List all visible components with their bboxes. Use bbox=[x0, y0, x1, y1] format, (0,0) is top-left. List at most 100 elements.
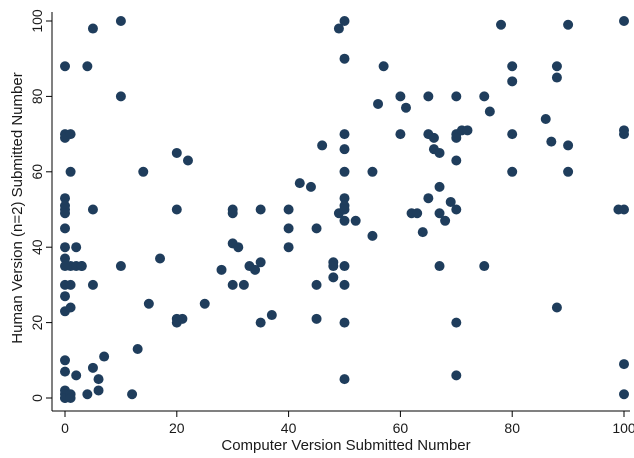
data-point bbox=[350, 215, 361, 226]
x-tick-label: 40 bbox=[281, 420, 297, 436]
data-point bbox=[423, 91, 434, 102]
y-tick-label: 20 bbox=[29, 315, 45, 331]
data-point bbox=[378, 61, 389, 72]
data-point bbox=[82, 61, 93, 72]
data-point bbox=[87, 23, 98, 34]
data-point bbox=[311, 313, 322, 324]
data-point bbox=[65, 166, 76, 177]
data-point bbox=[60, 61, 70, 72]
x-tick-label: 20 bbox=[169, 420, 185, 436]
data-point bbox=[60, 193, 70, 204]
data-point bbox=[99, 351, 110, 362]
data-point bbox=[417, 227, 428, 238]
data-point bbox=[283, 223, 294, 234]
data-point bbox=[479, 91, 490, 102]
data-point bbox=[507, 61, 518, 72]
data-point bbox=[87, 362, 98, 373]
data-point bbox=[138, 166, 149, 177]
axes: 0 20 40 60 80 100 0 20 40 60 80 100 bbox=[29, 9, 634, 436]
data-point bbox=[177, 313, 188, 324]
data-point bbox=[339, 166, 350, 177]
data-point bbox=[227, 208, 238, 219]
y-tick-label: 0 bbox=[29, 394, 45, 402]
data-point bbox=[540, 114, 551, 125]
data-point bbox=[451, 204, 462, 215]
y-tick-label: 100 bbox=[29, 9, 45, 33]
data-point bbox=[333, 23, 344, 34]
data-point bbox=[233, 242, 244, 253]
data-point bbox=[143, 298, 154, 309]
data-point bbox=[65, 279, 76, 290]
data-point bbox=[216, 264, 227, 275]
data-point bbox=[400, 102, 411, 113]
data-point bbox=[311, 223, 322, 234]
data-point bbox=[451, 155, 462, 166]
data-point bbox=[507, 129, 518, 140]
data-point bbox=[339, 16, 350, 26]
data-point bbox=[60, 355, 70, 366]
data-point bbox=[283, 204, 294, 215]
data-point bbox=[496, 19, 507, 30]
data-point bbox=[339, 215, 350, 226]
data-point bbox=[60, 242, 70, 253]
data-point bbox=[238, 279, 249, 290]
data-point bbox=[479, 261, 490, 272]
data-point bbox=[428, 132, 439, 143]
data-point bbox=[546, 136, 557, 147]
data-point bbox=[434, 147, 445, 158]
data-point bbox=[395, 91, 406, 102]
data-point bbox=[434, 261, 445, 272]
data-point bbox=[367, 166, 378, 177]
data-point bbox=[71, 370, 82, 381]
data-point bbox=[339, 53, 350, 64]
data-point bbox=[434, 181, 445, 192]
data-point bbox=[484, 106, 495, 117]
data-point bbox=[563, 166, 574, 177]
data-point bbox=[199, 298, 210, 309]
data-point bbox=[60, 291, 70, 302]
data-point bbox=[266, 310, 277, 321]
data-point bbox=[367, 230, 378, 241]
data-point bbox=[82, 389, 93, 400]
data-point bbox=[71, 242, 82, 253]
data-point bbox=[60, 223, 70, 234]
x-axis-title: Computer Version Submitted Number bbox=[221, 437, 470, 454]
data-point bbox=[451, 317, 462, 328]
data-point bbox=[155, 253, 166, 264]
data-point bbox=[462, 125, 473, 136]
data-point bbox=[551, 61, 562, 72]
data-point bbox=[451, 370, 462, 381]
data-point bbox=[115, 261, 126, 272]
data-point bbox=[339, 144, 350, 155]
data-point bbox=[65, 302, 76, 313]
data-point bbox=[507, 76, 518, 87]
data-point bbox=[65, 129, 76, 140]
data-point bbox=[619, 129, 629, 140]
y-tick-label: 60 bbox=[29, 164, 45, 180]
data-point bbox=[551, 72, 562, 83]
data-point bbox=[445, 196, 456, 207]
x-tick-label: 0 bbox=[61, 420, 69, 436]
data-point bbox=[434, 208, 445, 219]
data-point bbox=[339, 279, 350, 290]
data-point bbox=[87, 279, 98, 290]
data-point bbox=[132, 343, 143, 354]
data-point bbox=[339, 374, 350, 385]
data-point bbox=[311, 279, 322, 290]
data-point bbox=[451, 91, 462, 102]
data-point bbox=[619, 359, 629, 370]
data-point bbox=[76, 261, 87, 272]
x-tick-label: 100 bbox=[612, 420, 634, 436]
data-point bbox=[440, 215, 451, 226]
data-point bbox=[171, 147, 182, 158]
data-point bbox=[60, 366, 70, 377]
data-point bbox=[294, 178, 305, 189]
data-point bbox=[317, 140, 328, 151]
data-point bbox=[305, 181, 316, 192]
data-point bbox=[255, 204, 266, 215]
data-point bbox=[507, 166, 518, 177]
data-point bbox=[619, 389, 629, 400]
data-point bbox=[423, 193, 434, 204]
data-point bbox=[255, 257, 266, 268]
data-point bbox=[283, 242, 294, 253]
